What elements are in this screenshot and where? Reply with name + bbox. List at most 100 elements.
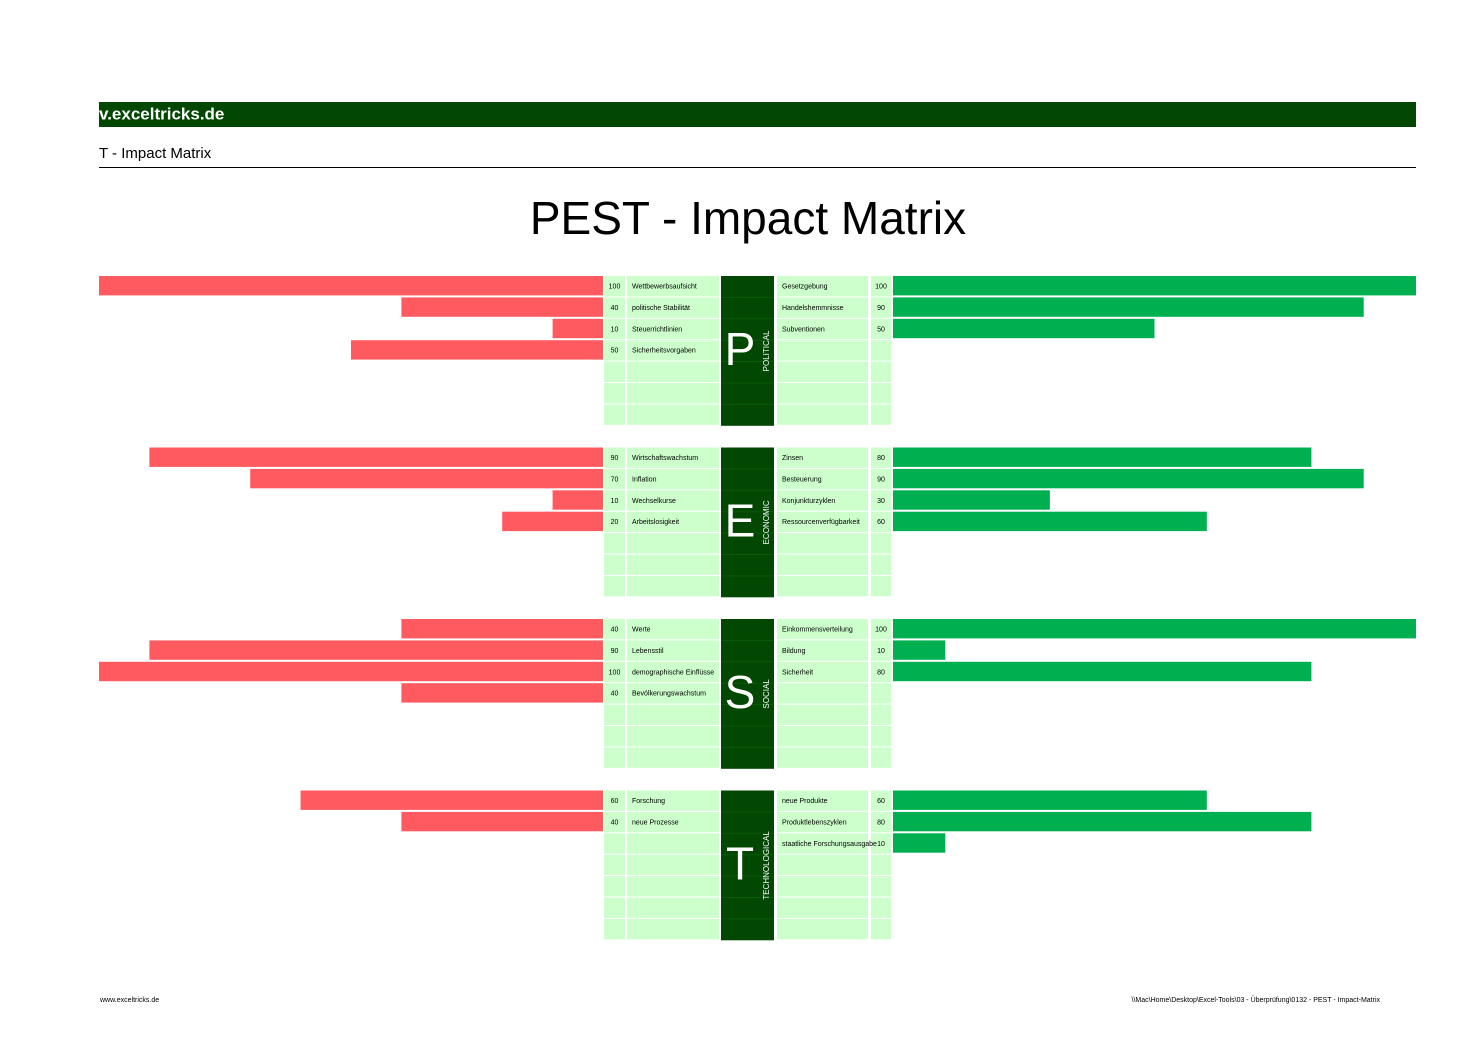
left-label: Bevölkerungswachstum [632, 691, 706, 698]
cell [871, 297, 891, 318]
right-label: Zinsen [782, 455, 803, 462]
cell [777, 297, 868, 318]
right-bar [893, 790, 1207, 810]
cell [627, 918, 719, 940]
left-value: 100 [609, 669, 621, 676]
cell [871, 726, 891, 747]
right-value: 80 [877, 669, 885, 676]
cell [777, 918, 868, 940]
cell [871, 790, 891, 811]
cell [871, 918, 891, 940]
left-value: 40 [611, 819, 619, 826]
cell [871, 554, 891, 575]
right-label: Subventionen [782, 326, 825, 333]
right-value: 100 [875, 627, 887, 634]
right-label: Ressourcenverfügbarkeit [782, 519, 860, 526]
cell [777, 833, 868, 854]
header-site: v.exceltricks.de [99, 104, 224, 123]
left-label: Inflation [632, 476, 657, 483]
cell [604, 575, 625, 597]
cell [627, 490, 719, 511]
footer-left: www.exceltricks.de [99, 997, 159, 1004]
right-value: 100 [875, 284, 887, 291]
cell [604, 533, 625, 554]
cell [777, 511, 868, 533]
left-label: neue Prozesse [632, 819, 679, 826]
left-value: 40 [611, 305, 619, 312]
left-bar [149, 447, 603, 467]
cell [871, 704, 891, 725]
cell [871, 490, 891, 511]
left-label: Steuerrichtlinien [632, 326, 682, 333]
category-block [721, 447, 774, 598]
left-value: 100 [609, 284, 621, 291]
cell [604, 297, 625, 318]
cell [871, 447, 891, 468]
cell [604, 876, 625, 897]
cell [604, 490, 625, 511]
cell [627, 340, 719, 361]
right-bar [893, 276, 1416, 296]
category-letter: P [725, 323, 756, 375]
cell [777, 361, 868, 382]
cell [871, 897, 891, 918]
right-value: 50 [877, 326, 885, 333]
cell [871, 468, 891, 490]
right-value: 60 [877, 798, 885, 805]
cell [871, 276, 891, 297]
right-bar [893, 297, 1364, 317]
cell [604, 404, 625, 425]
cell [604, 276, 625, 297]
left-bar [351, 340, 603, 360]
left-label: Wettbewerbsaufsicht [632, 284, 697, 291]
right-label: Besteuerung [782, 476, 822, 483]
cell [627, 726, 719, 747]
cell [777, 811, 868, 833]
right-label: Konjunkturzyklen [782, 498, 835, 505]
left-value: 90 [611, 455, 619, 462]
cell [871, 876, 891, 897]
cell [627, 811, 719, 833]
cell [604, 747, 625, 768]
category-name: SOCIAL [762, 679, 771, 709]
left-value: 50 [611, 348, 619, 355]
cell [871, 747, 891, 768]
cell [777, 683, 868, 704]
cell [777, 726, 868, 747]
header-subtitle: T - Impact Matrix [99, 145, 212, 162]
cell [777, 554, 868, 575]
chart-title: PEST - Impact Matrix [530, 192, 966, 244]
cell [604, 811, 625, 833]
cell [604, 683, 625, 704]
cell [627, 404, 719, 425]
category-letter: T [726, 838, 754, 890]
category-name: POLITICAL [762, 330, 771, 371]
left-label: Forschung [632, 798, 665, 805]
cell [627, 554, 719, 575]
left-bar [401, 297, 603, 317]
right-label: Gesetzgebung [782, 284, 828, 291]
right-bar [893, 490, 1050, 510]
right-value: 80 [877, 455, 885, 462]
cell [604, 447, 625, 468]
cell [604, 833, 625, 854]
category-block [721, 619, 774, 769]
right-bar [893, 619, 1416, 639]
cell [604, 918, 625, 940]
right-label: Produktlebenszyklen [782, 819, 847, 826]
cell [627, 468, 719, 490]
left-label: Arbeitslosigkeit [632, 519, 679, 526]
cell [871, 833, 891, 854]
right-bar [893, 511, 1207, 532]
cell [871, 511, 891, 533]
right-value: 10 [877, 841, 885, 848]
cell [627, 276, 719, 297]
cell [627, 297, 719, 318]
left-bar [300, 790, 603, 810]
cell [777, 383, 868, 404]
cell [604, 468, 625, 490]
cell [777, 747, 868, 768]
right-value: 60 [877, 519, 885, 526]
